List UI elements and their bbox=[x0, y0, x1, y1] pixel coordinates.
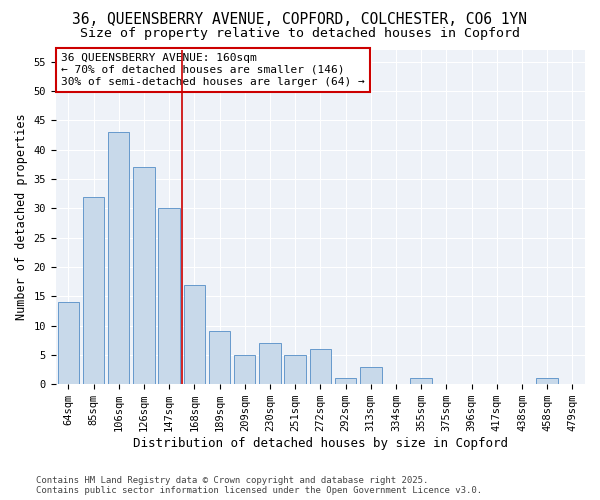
Bar bbox=[284, 355, 306, 384]
X-axis label: Distribution of detached houses by size in Copford: Distribution of detached houses by size … bbox=[133, 437, 508, 450]
Bar bbox=[234, 355, 256, 384]
Bar bbox=[259, 343, 281, 384]
Text: 36, QUEENSBERRY AVENUE, COPFORD, COLCHESTER, CO6 1YN: 36, QUEENSBERRY AVENUE, COPFORD, COLCHES… bbox=[73, 12, 527, 28]
Bar bbox=[58, 302, 79, 384]
Text: Size of property relative to detached houses in Copford: Size of property relative to detached ho… bbox=[80, 28, 520, 40]
Bar bbox=[158, 208, 180, 384]
Bar bbox=[310, 349, 331, 384]
Bar bbox=[83, 196, 104, 384]
Text: 36 QUEENSBERRY AVENUE: 160sqm
← 70% of detached houses are smaller (146)
30% of : 36 QUEENSBERRY AVENUE: 160sqm ← 70% of d… bbox=[61, 54, 365, 86]
Bar bbox=[133, 168, 155, 384]
Y-axis label: Number of detached properties: Number of detached properties bbox=[15, 114, 28, 320]
Bar bbox=[209, 332, 230, 384]
Text: Contains HM Land Registry data © Crown copyright and database right 2025.
Contai: Contains HM Land Registry data © Crown c… bbox=[36, 476, 482, 495]
Bar bbox=[410, 378, 432, 384]
Bar bbox=[335, 378, 356, 384]
Bar bbox=[536, 378, 558, 384]
Bar bbox=[184, 284, 205, 384]
Bar bbox=[108, 132, 130, 384]
Bar bbox=[360, 366, 382, 384]
